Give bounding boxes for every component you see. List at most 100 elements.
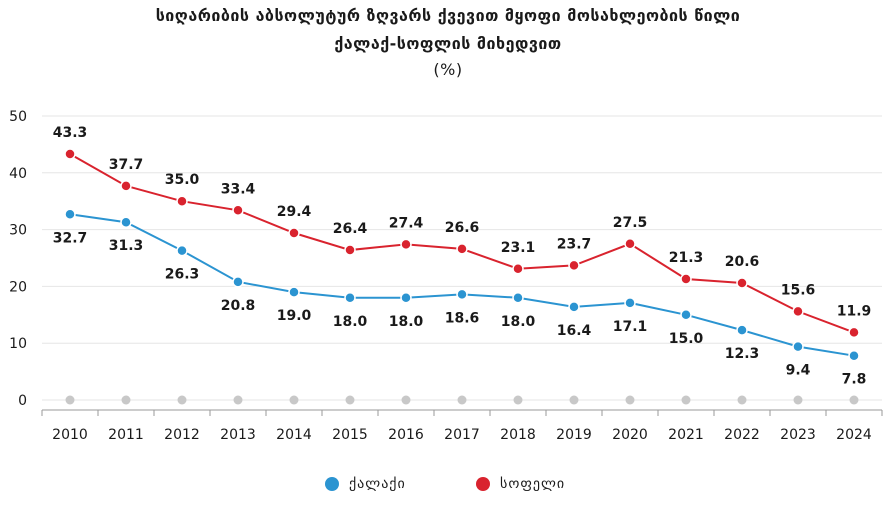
x-tick-label: 2023 xyxy=(780,427,816,443)
data-label-urban: 32.7 xyxy=(53,230,88,246)
zero-point xyxy=(513,395,523,405)
zero-point xyxy=(289,395,299,405)
data-label-urban: 31.3 xyxy=(109,238,144,254)
x-tick-label: 2013 xyxy=(220,427,256,443)
data-label-rural: 35.0 xyxy=(165,172,200,188)
data-label-urban: 17.1 xyxy=(613,319,648,335)
x-tick-label: 2011 xyxy=(108,427,144,443)
data-point-rural xyxy=(64,148,76,160)
data-point-rural xyxy=(568,259,580,272)
zero-point xyxy=(457,395,467,405)
data-label-rural: 11.9 xyxy=(837,303,872,319)
x-tick-label: 2024 xyxy=(836,427,872,443)
data-label-urban: 26.3 xyxy=(165,267,200,283)
data-label-urban: 9.4 xyxy=(786,363,811,379)
data-label-urban: 15.0 xyxy=(669,331,704,347)
x-tick-label: 2019 xyxy=(556,427,592,443)
y-tick-label: 10 xyxy=(9,336,27,352)
x-tick-label: 2010 xyxy=(52,427,88,443)
x-tick-label: 2012 xyxy=(164,427,200,443)
data-point-rural xyxy=(400,238,412,251)
x-tick-label: 2016 xyxy=(388,427,424,443)
legend-item-urban: ქალაქი xyxy=(325,476,406,492)
data-point-rural xyxy=(344,244,356,256)
line-chart: 0 10 20 30 40 50 2010 2011 2012 2013 2014 2015 2016 2… xyxy=(9,109,883,443)
data-point-rural xyxy=(736,277,748,289)
data-label-rural: 27.4 xyxy=(389,215,424,231)
data-label-rural: 27.5 xyxy=(613,215,648,231)
data-point-urban xyxy=(232,276,244,288)
data-point-urban xyxy=(120,216,132,228)
y-tick-label: 40 xyxy=(9,166,27,182)
data-label-urban: 18.6 xyxy=(445,310,480,326)
zero-point xyxy=(177,395,187,405)
data-point-urban xyxy=(344,292,356,304)
zero-point xyxy=(849,395,859,405)
data-point-rural xyxy=(512,263,524,275)
data-point-urban xyxy=(568,301,580,313)
data-point-urban xyxy=(848,349,860,362)
data-label-rural: 23.7 xyxy=(557,236,592,252)
data-label-urban: 7.8 xyxy=(842,372,867,388)
chart-title-line1: სიღარიბის აბსოლუტურ ზღვარს ქვევით მყოფი … xyxy=(155,6,741,25)
data-label-rural: 26.4 xyxy=(333,221,368,237)
legend-label-urban: ქალაქი xyxy=(349,476,406,492)
data-label-rural: 37.7 xyxy=(109,157,144,173)
data-point-rural xyxy=(288,227,300,239)
data-point-urban xyxy=(624,297,636,309)
y-tick-label: 0 xyxy=(18,393,27,409)
data-label-rural: 23.1 xyxy=(501,240,536,256)
data-point-urban xyxy=(792,340,804,353)
zero-point xyxy=(681,395,691,405)
data-point-rural xyxy=(176,195,188,207)
x-tick-label: 2015 xyxy=(332,427,368,443)
legend-label-rural: სოფელი xyxy=(500,476,566,492)
zero-point xyxy=(401,395,411,405)
data-label-rural: 33.4 xyxy=(221,181,256,197)
data-label-urban: 18.0 xyxy=(333,314,368,330)
data-point-urban xyxy=(512,292,524,304)
data-label-rural: 15.6 xyxy=(781,282,816,298)
zero-point xyxy=(65,395,75,405)
data-label-rural: 26.6 xyxy=(445,220,480,236)
data-point-rural xyxy=(120,180,132,192)
data-point-rural xyxy=(232,204,244,217)
data-point-rural xyxy=(456,243,468,255)
data-point-urban xyxy=(288,286,300,298)
data-label-urban: 16.4 xyxy=(557,323,592,339)
legend-marker-rural xyxy=(476,477,490,491)
zero-point xyxy=(737,395,747,405)
data-label-urban: 18.0 xyxy=(501,314,536,330)
x-tick-label: 2020 xyxy=(612,427,648,443)
data-label-rural: 29.4 xyxy=(277,204,312,220)
data-point-rural xyxy=(680,273,692,285)
data-point-urban xyxy=(736,324,748,336)
legend-item-rural: სოფელი xyxy=(476,476,565,492)
data-point-urban xyxy=(176,244,188,257)
data-point-urban xyxy=(400,292,412,304)
data-point-urban xyxy=(64,208,76,221)
zero-point xyxy=(121,395,131,405)
data-label-urban: 20.8 xyxy=(221,298,256,314)
zero-point xyxy=(569,395,579,405)
x-tick-label: 2014 xyxy=(276,427,312,443)
zero-point xyxy=(625,395,635,405)
data-point-rural xyxy=(792,305,804,318)
data-point-rural xyxy=(624,238,636,250)
x-tick-label: 2021 xyxy=(668,427,704,443)
legend-marker-urban xyxy=(325,477,339,491)
x-tick-label: 2022 xyxy=(724,427,760,443)
zero-point xyxy=(345,395,355,405)
chart-title-line2: ქალაქ-სოფლის მიხედვით xyxy=(334,34,562,53)
data-label-rural: 20.6 xyxy=(725,254,760,270)
zero-point xyxy=(233,395,243,405)
y-tick-label: 20 xyxy=(9,279,27,295)
data-label-rural: 21.3 xyxy=(669,250,704,266)
data-point-urban xyxy=(680,309,692,321)
data-label-urban: 19.0 xyxy=(277,308,312,324)
chart-legend: ქალაქი სოფელი xyxy=(0,476,896,500)
chart-unit-label: (%) xyxy=(433,60,463,79)
data-point-rural xyxy=(848,326,860,339)
data-label-rural: 43.3 xyxy=(53,125,88,141)
y-tick-label: 30 xyxy=(9,223,27,239)
